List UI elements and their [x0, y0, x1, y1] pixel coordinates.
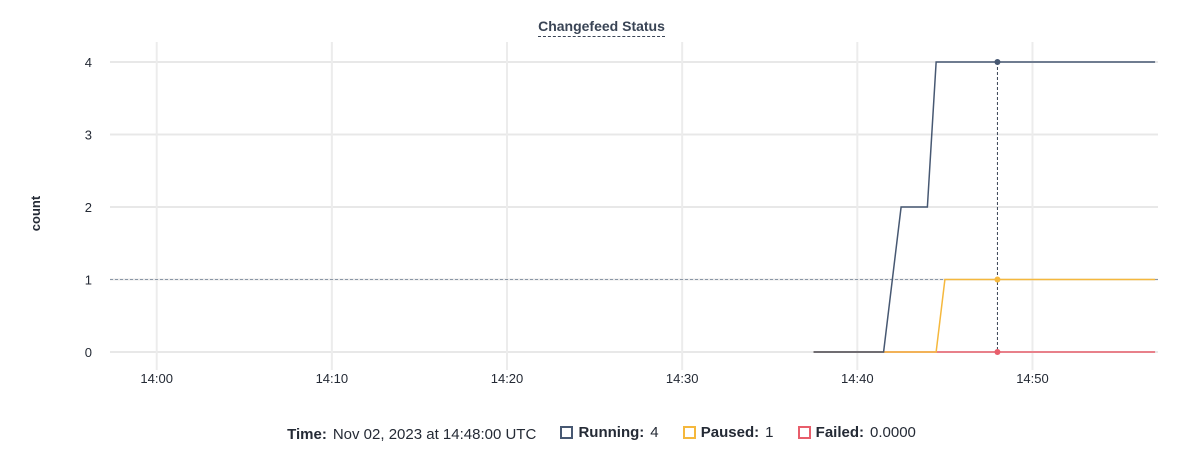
y-tick-label: 0 [85, 345, 92, 360]
x-tick-label: 14:20 [491, 371, 524, 386]
hover-point-running [994, 59, 1001, 65]
legend-item-failed[interactable]: Failed: 0.0000 [797, 424, 916, 441]
chart-title[interactable]: Changefeed Status [0, 18, 1203, 37]
y-tick-label: 2 [85, 200, 92, 215]
y-tick-label: 4 [85, 55, 92, 70]
series-line-running [813, 61, 1156, 353]
x-tick-label: 14:00 [140, 371, 173, 386]
running-swatch-icon [560, 426, 574, 439]
hover-point-paused [994, 276, 1001, 283]
x-tick-label: 14:10 [316, 371, 349, 386]
legend-item-running[interactable]: Running: 4 [560, 424, 659, 441]
plot-area[interactable]: 0 1 2 3 4 14:00 14:10 14:20 14:30 14:40 14:50 [0, 0, 1203, 410]
series-line-paused [813, 278, 1156, 353]
y-tick-label: 1 [85, 273, 92, 288]
legend-item-paused[interactable]: Paused: 1 [682, 424, 774, 441]
y-tick-label: 3 [85, 128, 92, 143]
x-tick-label: 14:50 [1016, 371, 1049, 386]
x-tick-label: 14:40 [841, 371, 874, 386]
x-tick-label: 14:30 [666, 371, 699, 386]
legend-time: Time: Nov 02, 2023 at 14:48:00 UTC [287, 426, 537, 443]
paused-swatch-icon [682, 426, 696, 439]
hover-point-failed [994, 349, 1001, 355]
failed-swatch-icon [797, 426, 811, 439]
legend: Time: Nov 02, 2023 at 14:48:00 UTC Runni… [0, 424, 1203, 443]
